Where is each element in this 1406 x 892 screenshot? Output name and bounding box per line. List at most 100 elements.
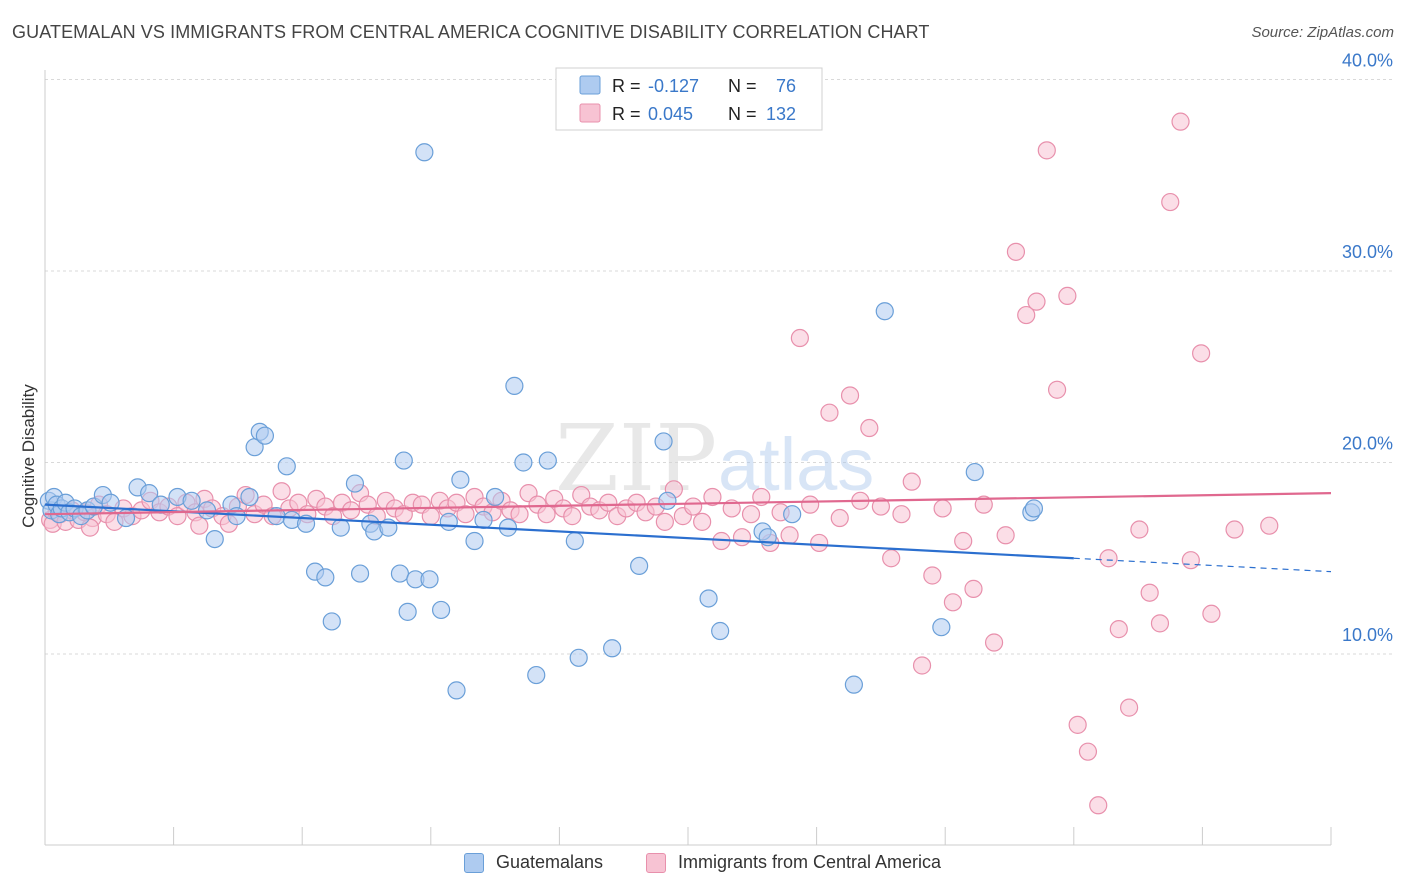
guatemalan-point [205,529,224,549]
legend-n-label-pink: N = [728,104,757,124]
guatemalan-point [538,451,557,470]
immigrant-point [882,549,901,568]
immigrant-point [693,512,712,531]
legend-swatch-guatemalans [464,852,484,873]
immigrant-point [964,579,983,598]
guatemalan-point [240,487,259,507]
guatemalan-point [514,453,533,472]
legend-bottom: Guatemalans Immigrants from Central Amer… [0,852,1406,876]
guatemalan-point [699,589,718,608]
guatemalan-point [844,675,863,694]
guatemalan-point [447,681,466,700]
y-tick-label: 30.0% [1342,242,1393,262]
y-tick-label: 10.0% [1342,625,1393,645]
guatemalan-point [390,564,410,583]
immigrant-point [732,528,752,547]
immigrant-point [703,487,722,507]
immigrant-point [1150,614,1170,633]
immigrant-point [1192,344,1211,363]
guatemalan-point [630,556,649,576]
legend-n-value-pink: 132 [766,104,796,124]
legend-top: R = -0.127 N = 76 R = 0.045 N = 132 [555,67,823,131]
immigrant-point [780,526,799,545]
immigrant-point [1047,380,1067,399]
guatemalan-point [658,491,677,510]
chart-title: GUATEMALAN VS IMMIGRANTS FROM CENTRAL AM… [12,22,930,42]
legend-label-immigrants: Immigrants from Central America [678,852,942,872]
legend-r-value-pink: 0.045 [648,104,693,124]
guatemalan-point [565,531,584,551]
guatemalan-point [965,462,984,482]
trend-line-guatemalans-extension [1073,557,1332,573]
guatemalan-point [439,512,458,531]
immigrant-point [933,499,952,518]
scatter-chart: ZIP atlas 10.0%20.0%30.0%40.0%0.0%100.0%… [19,51,1393,846]
immigrant-point [1161,192,1180,212]
immigrant-point [1078,742,1098,761]
guatemalan-point [603,639,622,658]
guatemalan-point [182,491,201,510]
immigrant-point [923,566,942,585]
guatemalan-point [431,600,451,620]
immigrant-point [1130,520,1149,539]
immigrant-point [1099,549,1118,568]
guatemalan-point [345,474,365,493]
legend-swatch-pink [579,103,601,123]
legend-swatch-immigrants [646,852,666,873]
guatemalan-point [322,612,341,631]
y-axis-label: Cognitive Disability [19,384,38,528]
immigrant-point [1171,112,1190,131]
guatemalan-point [350,564,370,583]
guatemalan-point [486,487,505,507]
immigrant-point [1109,620,1128,639]
immigrant-point [1202,604,1221,623]
immigrant-point [563,507,582,526]
immigrant-point [510,505,529,524]
immigrant-point [421,507,440,526]
legend-item-guatemalans[interactable]: Guatemalans [464,852,603,873]
guatemalan-point [932,618,951,637]
immigrant-point [954,531,973,551]
trend-line-immigrants [44,492,1332,516]
guatemalan-point [451,470,470,489]
guatemalan-point [654,432,673,451]
guatemalan-point [875,302,894,321]
immigrant-point [752,487,771,507]
immigrant-point [722,499,741,518]
immigrant-point [1006,242,1026,261]
immigrant-point [272,482,291,501]
immigrant-point [871,497,891,516]
series-guatemalans [39,143,1044,700]
immigrant-point [996,526,1015,545]
legend-item-immigrants[interactable]: Immigrants from Central America [646,852,941,873]
immigrant-point [912,656,932,675]
immigrant-point [943,593,963,612]
watermark: ZIP atlas [555,405,874,512]
legend-swatch-blue [579,75,601,95]
immigrant-point [984,633,1004,652]
immigrant-point [741,505,761,524]
legend-r-value-blue: -0.127 [648,76,699,96]
legend-r-label-pink: R = [612,104,641,124]
axes [44,70,1332,846]
guatemalan-point [527,665,546,685]
immigrant-point [860,418,879,438]
immigrant-point [810,533,829,553]
immigrant-point [830,508,849,528]
immigrant-point [655,512,674,531]
tick-labels: 10.0%20.0%30.0%40.0%0.0%100.0% [1342,51,1393,646]
immigrant-point [1068,715,1087,734]
guatemalan-point [140,484,159,503]
guatemalan-point [394,451,413,470]
immigrant-point [790,328,809,348]
immigrant-point [902,472,921,491]
immigrant-point [684,497,703,516]
immigrant-point [1017,305,1036,325]
legend-r-label-blue: R = [612,76,641,96]
immigrant-point [456,505,475,524]
immigrant-point [1089,796,1108,815]
immigrant-point [1225,520,1244,539]
guatemalan-point [420,570,439,589]
guatemalan-point [465,531,484,551]
legend-n-value-blue: 76 [776,76,796,96]
